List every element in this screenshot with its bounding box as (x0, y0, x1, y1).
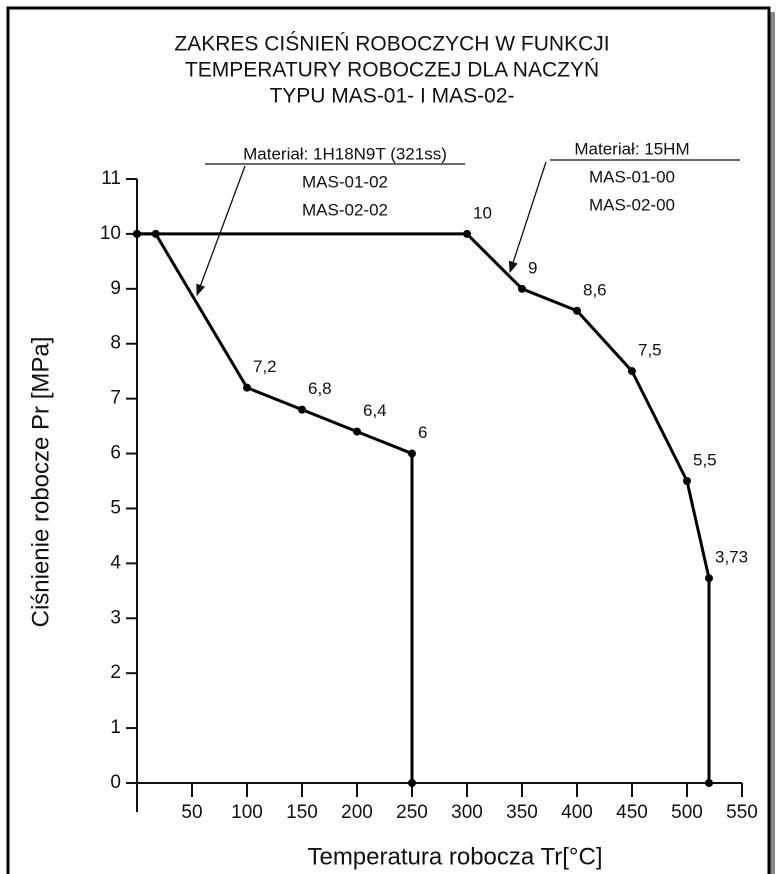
data-point (133, 229, 141, 238)
x-tick-label: 400 (561, 802, 593, 823)
data-label: 7,5 (638, 341, 662, 360)
chart-title: ZAKRES CIŚNIEŃ ROBOCZYCH W FUNKCJI (174, 32, 609, 56)
data-label: 10 (473, 203, 492, 222)
y-tick-label: 2 (110, 662, 121, 683)
data-point (353, 427, 361, 436)
y-tick-label: 6 (110, 443, 121, 464)
y-tick-label: 5 (110, 497, 121, 518)
y-tick-label: 4 (110, 552, 121, 573)
y-tick-label: 10 (100, 223, 121, 244)
x-tick-label: 50 (181, 802, 202, 823)
annotation: MAS-01-02 (302, 172, 388, 191)
x-tick-label: 550 (726, 802, 758, 823)
data-point (683, 477, 691, 485)
data-label: 6,4 (363, 401, 387, 420)
series-line (137, 232, 711, 783)
annotation: MAS-01-00 (589, 167, 675, 186)
y-axis-label: Ciśnienie robocze Pr [MPa] (27, 337, 54, 628)
data-point (705, 779, 713, 787)
data-label: 5,5 (693, 450, 717, 469)
data-point (243, 383, 251, 392)
data-point (408, 449, 416, 458)
data-label: 6 (418, 423, 427, 442)
y-tick-label: 11 (101, 168, 121, 189)
y-tick-label: 3 (110, 607, 121, 628)
data-point (408, 779, 416, 787)
annotation: MAS-02-02 (302, 200, 388, 219)
data-label: 9 (528, 258, 537, 277)
annotation: Materiał: 1H18N9T (321ss) (243, 144, 447, 163)
data-point (705, 574, 713, 583)
chart-title: TEMPERATURY ROBOCZEJ DLA NACZYŃ (185, 59, 599, 82)
data-point (298, 405, 306, 414)
y-tick-label: 1 (110, 717, 121, 738)
data-label: 6,8 (308, 379, 332, 398)
annotation-arrow (196, 165, 246, 297)
annotation: Materiał: 15HM (574, 139, 689, 158)
annotation-arrow (508, 161, 547, 274)
frame (6, 6, 771, 874)
y-tick-label: 7 (110, 388, 121, 409)
x-tick-label: 450 (616, 802, 648, 823)
y-tick-label: 8 (110, 333, 121, 354)
x-tick-label: 500 (671, 802, 703, 823)
data-point (628, 367, 636, 376)
x-tick-label: 300 (451, 802, 483, 823)
data-label: 7,2 (253, 357, 277, 376)
annotation: MAS-02-00 (589, 195, 675, 214)
x-tick-label: 250 (396, 802, 428, 823)
x-tick-label: 100 (231, 802, 263, 823)
data-label: 8,6 (583, 280, 607, 299)
data-point (463, 229, 471, 238)
x-tick-label: 200 (341, 802, 373, 823)
chart-title: TYPU MAS-01- I MAS-02- (269, 85, 514, 108)
data-point (518, 284, 526, 293)
y-tick-label: 9 (110, 278, 121, 299)
data-label: 3,73 (715, 548, 748, 567)
x-axis-label: Temperatura robocza Tr[°C] (307, 843, 602, 870)
x-tick-label: 150 (286, 802, 318, 823)
data-point (573, 306, 581, 315)
x-tick-label: 350 (506, 802, 538, 823)
y-tick-label: 0 (110, 772, 121, 793)
